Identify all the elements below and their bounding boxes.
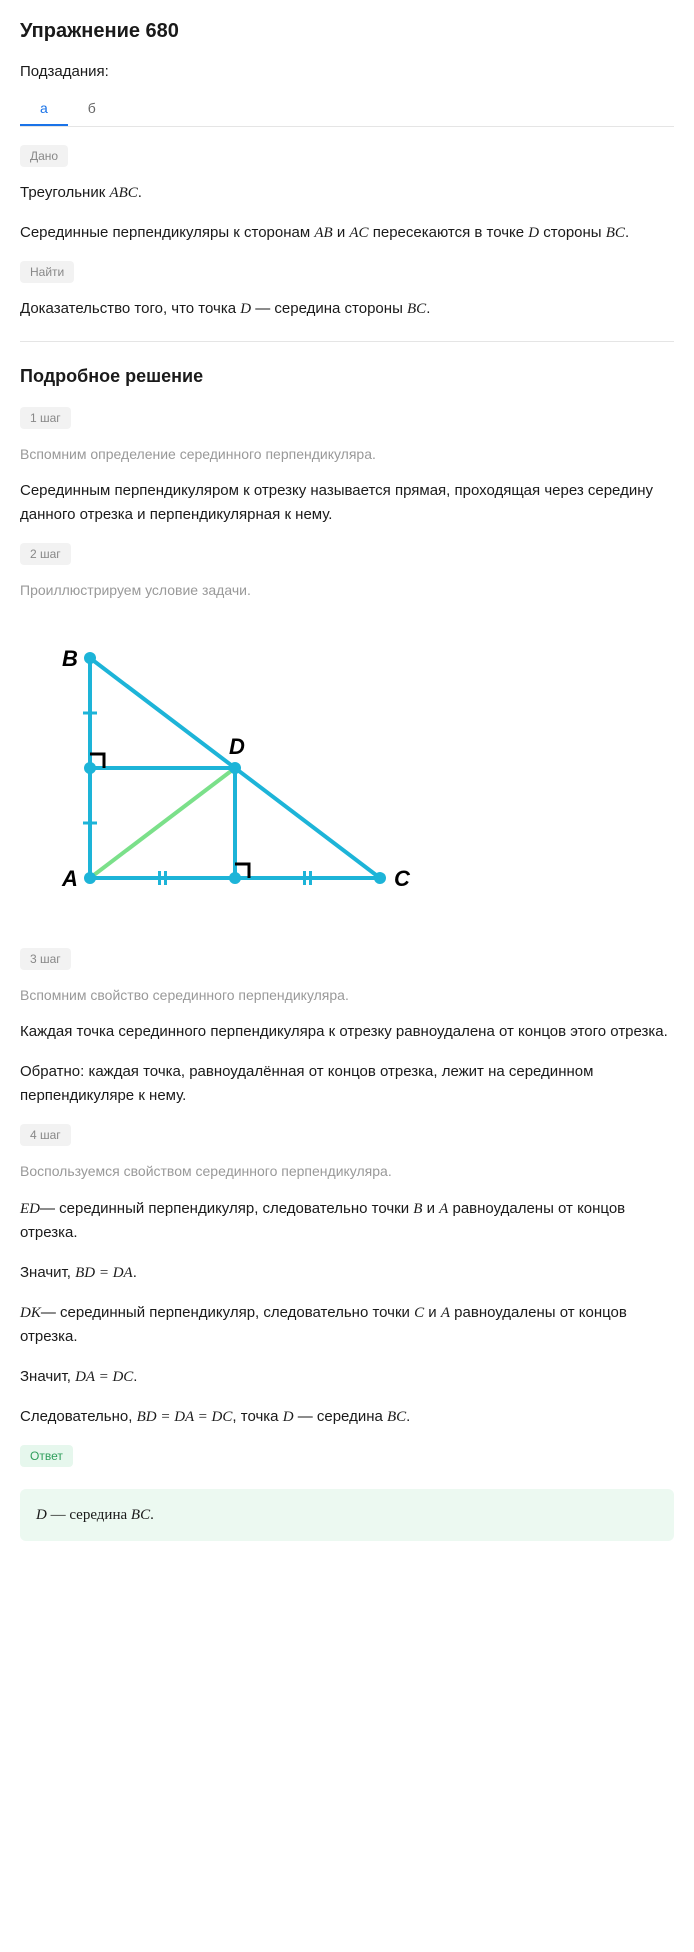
text: , точка [232,1408,282,1425]
answer-box: D — середина BC. [20,1489,674,1541]
text: — серединный перпендикуляр, следовательн… [41,1304,414,1321]
step-1-text: Серединным перпендикуляром к отрезку наз… [20,479,674,527]
svg-text:A: A [61,866,78,891]
exercise-title: Упражнение 680 [20,20,674,43]
triangle-figure: B A C D [20,618,674,918]
step-4-line-3: DK— серединный перпендикуляр, следовател… [20,1301,674,1349]
step-3-text-1: Каждая точка серединного перпендикуляра … [20,1020,674,1044]
math-da-dc: DA = DC [75,1369,133,1385]
math-d: D [36,1507,47,1523]
text: Значит, [20,1368,75,1385]
given-line-1: Треугольник ABC. [20,181,674,205]
step-4-line-4: Значит, DA = DC. [20,1365,674,1389]
math-a: A [441,1305,450,1321]
text: . [426,300,430,317]
solution-title: Подробное решение [20,366,674,387]
math-bd-da: BD = DA [75,1265,133,1281]
text: Значит, [20,1264,75,1281]
triangle-svg: B A C D [20,618,440,918]
text: . [133,1368,137,1385]
step-1-badge: 1 шаг [20,407,71,429]
find-line: Доказательство того, что точка D — серед… [20,297,674,321]
tab-b[interactable]: б [68,92,116,126]
text: — середина [294,1408,387,1425]
step-1-hint: Вспомним определение серединного перпенд… [20,443,674,465]
step-3-hint: Вспомним свойство серединного перпендику… [20,984,674,1006]
step-2-badge: 2 шаг [20,543,71,565]
svg-text:C: C [394,866,411,891]
answer-badge: Ответ [20,1445,73,1467]
text: — середина стороны [251,300,407,317]
math-bc: BC [387,1409,406,1425]
math-bd-da-dc: BD = DA = DC [137,1409,233,1425]
svg-text:B: B [62,646,78,671]
text: . [138,184,142,201]
math-d: D [283,1409,294,1425]
math-d: D [528,225,539,241]
step-4-badge: 4 шаг [20,1124,71,1146]
step-2-hint: Проиллюстрируем условие задачи. [20,579,674,601]
text: пересекаются в точке [369,224,529,241]
math-ab: AB [314,225,332,241]
text: . [133,1264,137,1281]
math-ac: AC [349,225,368,241]
text: — середина [47,1507,131,1523]
step-4-line-1: ED— серединный перпендикуляр, следовател… [20,1197,674,1245]
text: Следовательно, [20,1408,137,1425]
math-bc: BC [131,1507,150,1523]
given-line-2: Серединные перпендикуляры к сторонам AB … [20,221,674,245]
answer-text: D — середина BC. [36,1503,658,1527]
text: . [150,1507,154,1523]
step-4-line-5: Следовательно, BD = DA = DC, точка D — с… [20,1405,674,1429]
subtasks-label: Подзадания: [20,63,674,80]
text: и [333,224,350,241]
text: Треугольник [20,184,109,201]
math-bc: BC [407,301,426,317]
text: . [406,1408,410,1425]
tabs: а б [20,92,674,127]
tab-a[interactable]: а [20,92,68,126]
text: . [625,224,629,241]
math-c: C [414,1305,424,1321]
text: и [424,1304,441,1321]
given-badge: Дано [20,145,68,167]
math-bc: BC [606,225,625,241]
math-d: D [240,301,251,317]
step-4-hint: Воспользуемся свойством серединного перп… [20,1160,674,1182]
text: стороны [539,224,606,241]
divider [20,341,674,342]
svg-text:D: D [229,734,245,759]
text: и [422,1200,439,1217]
math-abc: ABC [109,185,137,201]
math-dk: DK [20,1305,41,1321]
text: Доказательство того, что точка [20,300,240,317]
math-a: A [439,1201,448,1217]
find-badge: Найти [20,261,74,283]
step-3-badge: 3 шаг [20,948,71,970]
step-3-text-2: Обратно: каждая точка, равноудалённая от… [20,1060,674,1108]
step-4-line-2: Значит, BD = DA. [20,1261,674,1285]
text: Серединные перпендикуляры к сторонам [20,224,314,241]
math-ed: ED [20,1201,40,1217]
text: — серединный перпендикуляр, следовательн… [40,1200,413,1217]
